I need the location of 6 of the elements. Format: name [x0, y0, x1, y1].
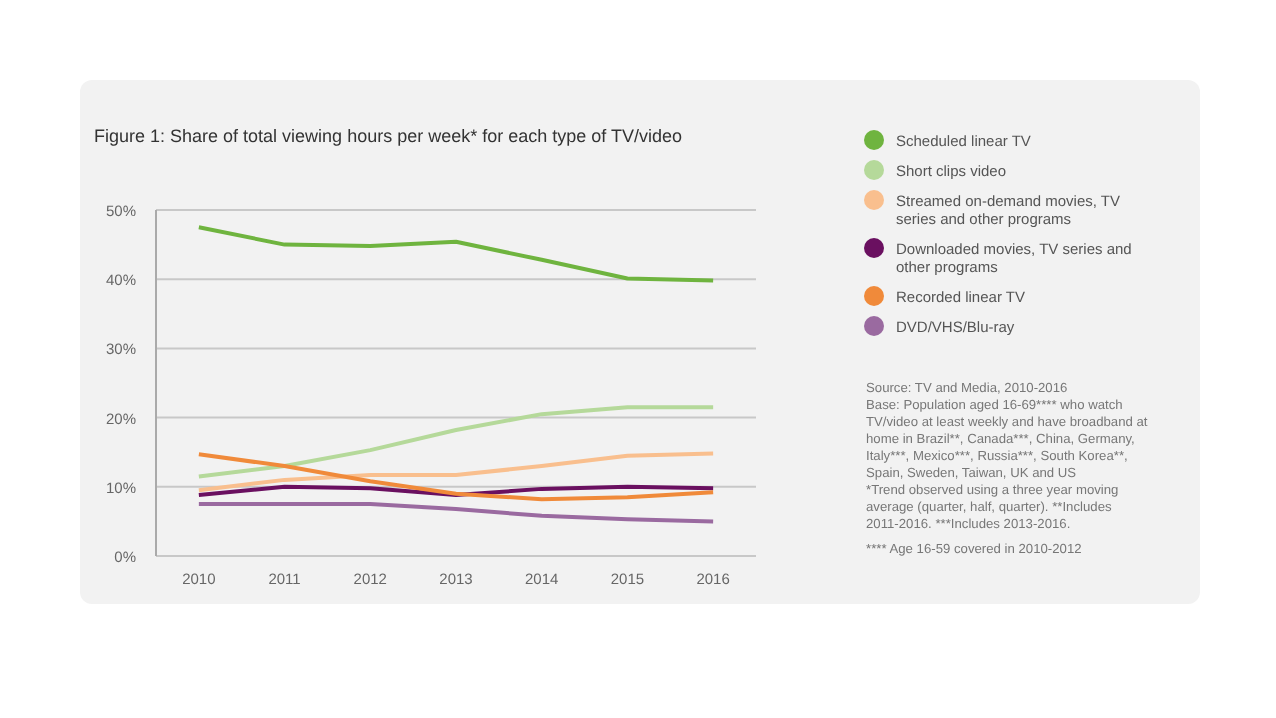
- line-series: [196, 451, 716, 493]
- chart-title: Figure 1: Share of total viewing hours per week* for each type of TV/video: [94, 126, 682, 146]
- line-series: [196, 225, 716, 283]
- line-series: [196, 502, 716, 524]
- line-series: [196, 405, 716, 479]
- line-series: [196, 452, 716, 502]
